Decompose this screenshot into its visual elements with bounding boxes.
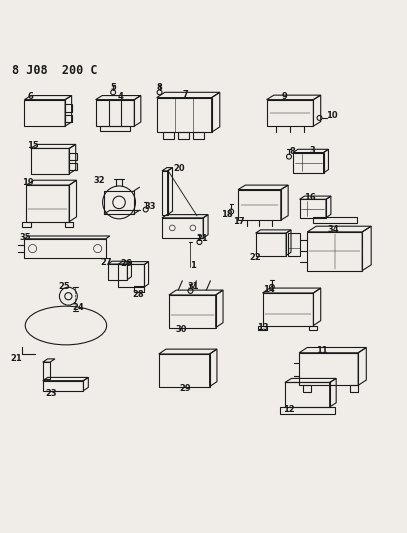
Bar bbox=[26, 185, 69, 222]
Bar bbox=[162, 171, 168, 214]
Text: 11: 11 bbox=[316, 346, 327, 355]
Bar bbox=[313, 217, 357, 223]
Bar bbox=[285, 383, 330, 407]
Bar bbox=[24, 100, 65, 126]
Bar bbox=[24, 239, 106, 259]
Text: 34: 34 bbox=[327, 225, 339, 235]
Text: 3: 3 bbox=[310, 146, 315, 155]
Bar bbox=[118, 264, 144, 287]
Text: 9: 9 bbox=[282, 92, 288, 101]
Bar bbox=[65, 115, 72, 122]
Text: 17: 17 bbox=[234, 217, 245, 226]
Text: 13: 13 bbox=[257, 323, 268, 332]
Text: 8 J08  200 C: 8 J08 200 C bbox=[12, 64, 98, 77]
Bar bbox=[162, 218, 203, 238]
Bar bbox=[256, 233, 286, 255]
Bar bbox=[134, 286, 144, 292]
Text: 21: 21 bbox=[197, 233, 208, 243]
Text: 33: 33 bbox=[145, 202, 156, 211]
Bar bbox=[293, 152, 324, 173]
Text: 19: 19 bbox=[22, 177, 33, 187]
Bar bbox=[350, 385, 358, 392]
Text: 32: 32 bbox=[94, 176, 105, 185]
Bar bbox=[267, 100, 313, 126]
Bar bbox=[299, 353, 358, 385]
Text: 35: 35 bbox=[20, 233, 31, 241]
Bar bbox=[65, 222, 73, 227]
Text: 18: 18 bbox=[221, 210, 233, 219]
Bar bbox=[288, 233, 300, 255]
Bar bbox=[22, 222, 31, 227]
Text: 4: 4 bbox=[117, 92, 123, 101]
Text: 6: 6 bbox=[28, 92, 33, 101]
Text: 12: 12 bbox=[283, 405, 295, 414]
Bar bbox=[238, 190, 281, 220]
Bar bbox=[99, 126, 130, 131]
Bar bbox=[307, 232, 362, 271]
Bar bbox=[69, 163, 77, 170]
Text: 1: 1 bbox=[190, 261, 196, 270]
Text: 8: 8 bbox=[157, 83, 162, 92]
Text: 22: 22 bbox=[250, 253, 261, 262]
Bar bbox=[157, 98, 212, 132]
Bar bbox=[169, 295, 216, 328]
Text: 7: 7 bbox=[182, 90, 188, 99]
Bar bbox=[280, 407, 335, 414]
Bar bbox=[303, 385, 311, 392]
Bar bbox=[43, 362, 50, 379]
Text: 21: 21 bbox=[11, 353, 22, 362]
Bar bbox=[65, 104, 72, 111]
Text: 30: 30 bbox=[175, 325, 187, 334]
Text: 31: 31 bbox=[188, 282, 199, 292]
Bar bbox=[163, 132, 174, 139]
Bar bbox=[31, 149, 69, 174]
Bar bbox=[178, 132, 189, 139]
Text: 10: 10 bbox=[326, 111, 337, 120]
Text: 24: 24 bbox=[72, 303, 84, 312]
Text: 27: 27 bbox=[101, 258, 112, 267]
Text: 20: 20 bbox=[173, 164, 185, 173]
Bar bbox=[300, 199, 326, 217]
Text: 26: 26 bbox=[120, 259, 132, 268]
Bar bbox=[43, 381, 83, 391]
Bar bbox=[96, 100, 134, 126]
Bar bbox=[309, 326, 317, 330]
Text: 8: 8 bbox=[289, 147, 295, 156]
Text: 16: 16 bbox=[304, 193, 316, 202]
Text: 5: 5 bbox=[110, 83, 116, 92]
Text: 23: 23 bbox=[45, 389, 57, 398]
Text: 28: 28 bbox=[133, 290, 144, 300]
Bar bbox=[159, 354, 210, 386]
Bar bbox=[258, 326, 267, 330]
Text: 15: 15 bbox=[27, 141, 38, 150]
Bar bbox=[108, 264, 127, 279]
Bar bbox=[263, 293, 313, 326]
Text: 29: 29 bbox=[179, 384, 191, 393]
Text: 25: 25 bbox=[59, 281, 70, 290]
Text: 14: 14 bbox=[263, 285, 274, 294]
Bar bbox=[69, 153, 77, 160]
Bar bbox=[193, 132, 204, 139]
